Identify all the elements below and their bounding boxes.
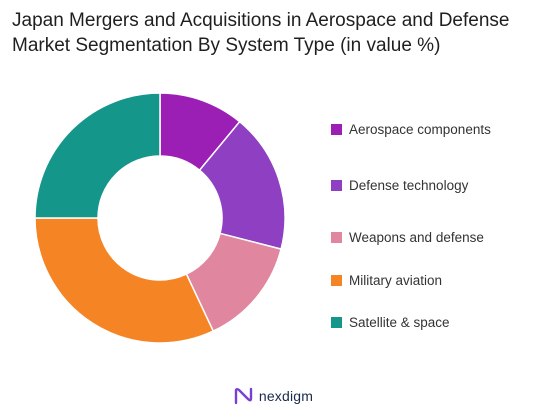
legend-label: Satellite & space <box>349 315 450 330</box>
legend-label: Aerospace components <box>349 122 491 137</box>
legend-item-satellite-space: Satellite & space <box>331 315 450 330</box>
legend-swatch <box>331 317 342 328</box>
legend-item-military-aviation: Military aviation <box>331 273 442 288</box>
legend-label: Military aviation <box>349 273 443 288</box>
legend-item-aerospace-components: Aerospace components <box>331 122 491 137</box>
legend-swatch <box>331 275 342 286</box>
legend-label: Weapons and defense <box>349 230 484 245</box>
legend-label: Defense technology <box>349 178 469 193</box>
donut-slice-defense-technology <box>198 120 286 250</box>
legend-swatch <box>331 124 342 135</box>
legend-item-weapons-and-defense: Weapons and defense <box>331 230 484 245</box>
legend-swatch <box>331 180 342 191</box>
donut-slice-satellite-space <box>34 92 161 219</box>
legend-item-defense-technology: Defense technology <box>331 178 468 193</box>
legend-swatch <box>331 232 342 243</box>
chart-title: Japan Mergers and Acquisitions in Aerosp… <box>12 10 510 56</box>
brand-name: nexdigm <box>258 388 314 404</box>
nexdigm-logo-icon <box>234 387 253 405</box>
brand-footer: nexdigm <box>0 387 547 405</box>
donut-slice-military-aviation <box>34 217 215 344</box>
